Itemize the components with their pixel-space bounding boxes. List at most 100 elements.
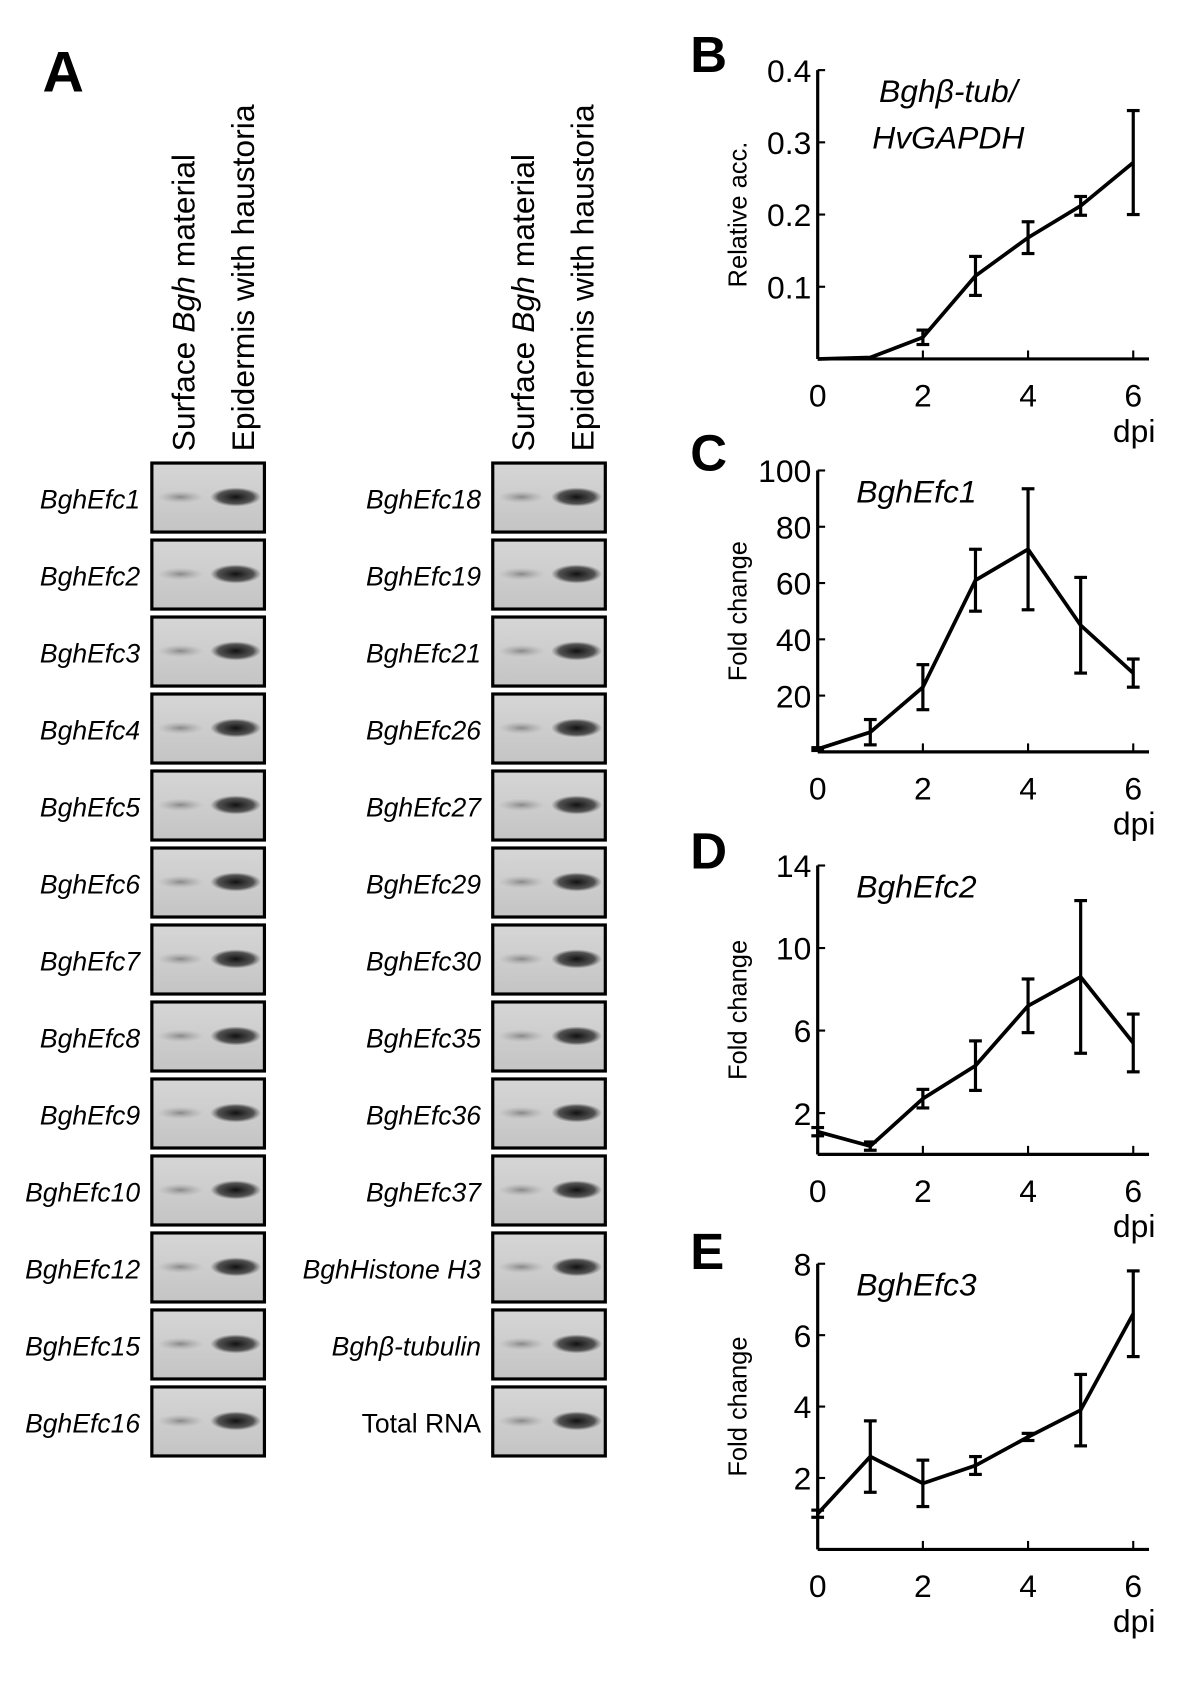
- y-tick-label: 20: [776, 678, 811, 714]
- x-tick-label: 4: [1019, 378, 1037, 414]
- gel-band: [498, 1183, 545, 1197]
- lane-label: BghEfc7: [40, 947, 142, 977]
- column-header: Epidermis with haustoria: [565, 104, 601, 451]
- gel-band: [551, 949, 603, 969]
- gel-band: [157, 721, 204, 735]
- gel-band: [157, 567, 204, 581]
- y-axis-label: Fold change: [725, 1336, 753, 1476]
- x-tick-label: 4: [1019, 1173, 1037, 1209]
- gel-band: [157, 952, 204, 966]
- panel-label: E: [690, 1223, 724, 1280]
- x-tick-label: 6: [1124, 378, 1142, 414]
- lane-label: Bghβ-tubulin: [332, 1332, 481, 1362]
- gel-band: [157, 644, 204, 658]
- gel-band: [157, 1106, 204, 1120]
- x-tick-label: 2: [914, 1568, 932, 1604]
- y-tick-label: 0.2: [767, 197, 811, 233]
- x-axis-label: dpi: [1113, 1208, 1156, 1244]
- gel-band: [210, 718, 262, 738]
- lane-label: BghEfc36: [366, 1101, 481, 1131]
- header-part: material: [165, 154, 201, 276]
- panel-label: A: [42, 40, 83, 104]
- gel-band: [210, 641, 262, 661]
- gel-band: [498, 644, 545, 658]
- data-line: [817, 974, 1135, 1149]
- gel-band: [498, 798, 545, 812]
- lane-label: BghEfc37: [366, 1178, 482, 1208]
- lane-label: BghEfc8: [40, 1024, 141, 1054]
- lane-label: BghEfc15: [25, 1332, 140, 1362]
- header-part: material: [505, 154, 541, 276]
- gel-band: [498, 1260, 545, 1274]
- gel-band: [498, 1337, 545, 1351]
- gel-band: [157, 1337, 204, 1351]
- gel-band: [210, 1411, 262, 1431]
- gel-band: [498, 567, 545, 581]
- gel-band: [157, 490, 204, 504]
- gel-band: [157, 798, 204, 812]
- lane-label: BghEfc30: [366, 947, 481, 977]
- x-tick-label: 0: [809, 771, 827, 807]
- gel-band: [157, 1029, 204, 1043]
- lane-label: BghEfc9: [40, 1101, 141, 1131]
- gel-band: [157, 875, 204, 889]
- gel-band: [498, 1414, 545, 1428]
- gel-band: [210, 564, 262, 584]
- y-tick-label: 40: [776, 622, 811, 658]
- gel-band: [210, 487, 262, 507]
- y-axis-label: Fold change: [725, 541, 753, 681]
- y-tick-label: 2: [794, 1461, 812, 1497]
- x-tick-label: 6: [1124, 771, 1142, 807]
- x-tick-label: 6: [1124, 1173, 1142, 1209]
- lane-label: BghEfc3: [40, 639, 141, 669]
- gel-band: [210, 1257, 262, 1277]
- x-tick-label: 4: [1019, 1568, 1037, 1604]
- lane-label: BghHistone H3: [303, 1255, 482, 1285]
- annotation: BghEfc2: [856, 868, 977, 904]
- gel-band: [551, 795, 603, 815]
- y-tick-label: 2: [794, 1096, 812, 1132]
- gel-band: [210, 949, 262, 969]
- x-tick-label: 2: [914, 771, 932, 807]
- x-axis-label: dpi: [1113, 1603, 1156, 1639]
- annotation: HvGAPDH: [872, 120, 1025, 156]
- gel-band: [498, 952, 545, 966]
- gel-band: [551, 1257, 603, 1277]
- panel-label: B: [690, 26, 727, 83]
- x-tick-label: 6: [1124, 1568, 1142, 1604]
- x-axis-label: dpi: [1113, 413, 1156, 449]
- data-line: [816, 1312, 1135, 1515]
- y-tick-label: 100: [758, 453, 811, 489]
- header-part: Bgh: [165, 276, 201, 333]
- lane-label: BghEfc19: [366, 562, 481, 592]
- lane-label: BghEfc4: [40, 716, 140, 746]
- gel-band: [551, 564, 603, 584]
- gel-band: [551, 718, 603, 738]
- column-header: Epidermis with haustoria: [225, 104, 261, 451]
- lane-label: BghEfc12: [25, 1255, 140, 1285]
- y-tick-label: 80: [776, 509, 811, 545]
- gel-band: [551, 487, 603, 507]
- x-tick-label: 4: [1019, 771, 1037, 807]
- y-tick-label: 6: [794, 1318, 812, 1354]
- x-tick-label: 0: [809, 1173, 827, 1209]
- y-axis-label: Relative acc.: [725, 142, 753, 288]
- y-tick-label: 0.4: [767, 53, 811, 89]
- y-tick-label: 10: [776, 931, 811, 967]
- gel-band: [210, 1334, 262, 1354]
- lane-label: BghEfc18: [366, 485, 481, 515]
- annotation: BghEfc1: [856, 473, 976, 509]
- gel-band: [498, 875, 545, 889]
- gel-band: [551, 1180, 603, 1200]
- gel-band: [210, 1180, 262, 1200]
- gel-band: [498, 490, 545, 504]
- data-line: [817, 161, 1135, 361]
- x-tick-label: 2: [914, 1173, 932, 1209]
- gel-band: [498, 1106, 545, 1120]
- y-axis-label: Fold change: [725, 940, 753, 1080]
- lane-label: BghEfc5: [40, 793, 141, 823]
- lane-label: BghEfc26: [366, 716, 481, 746]
- header-part: Surface: [165, 333, 201, 452]
- header-part: Surface: [505, 333, 541, 452]
- gel-band: [210, 795, 262, 815]
